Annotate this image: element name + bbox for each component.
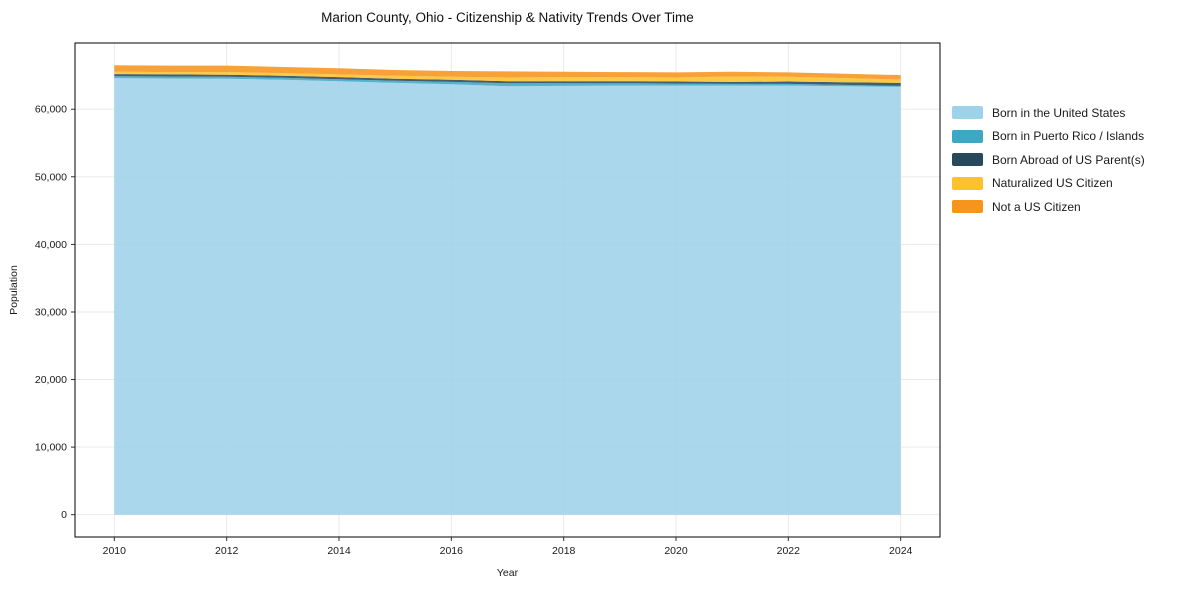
legend-label: Born in Puerto Rico / Islands [992, 129, 1145, 144]
y-tick-label: 20,000 [35, 374, 67, 386]
x-tick-label: 2020 [664, 545, 688, 557]
y-tick-label: 50,000 [35, 171, 67, 183]
area-band-born-in-puerto-rico-islands [114, 76, 901, 87]
area-band-naturalized-us-citizen [114, 71, 901, 83]
plot-border [74, 42, 941, 538]
x-axis-label: Year [497, 567, 519, 579]
x-tick-label: 2022 [777, 545, 801, 557]
legend-swatch-icon [952, 153, 983, 167]
x-tick-label: 2016 [440, 545, 464, 557]
x-tick-label: 2012 [215, 545, 239, 557]
y-tick-label: 10,000 [35, 442, 67, 454]
legend-item-born-in-puerto-rico-islands: Born in Puerto Rico / Islands [952, 125, 1145, 149]
area-band-born-in-the-united-states [114, 78, 901, 515]
x-tick-label: 2024 [889, 545, 913, 557]
legend-label: Naturalized US Citizen [992, 176, 1113, 191]
legend-swatch-icon [952, 176, 983, 190]
legend-label: Born in the United States [992, 105, 1126, 120]
y-tick-label: 60,000 [35, 104, 67, 116]
x-tick-label: 2010 [103, 545, 127, 557]
legend-label: Not a US Citizen [992, 199, 1081, 214]
y-tick-label: 30,000 [35, 307, 67, 319]
legend-swatch-icon [952, 129, 983, 143]
area-band-born-abroad-of-us-parent-s [114, 74, 901, 86]
legend-swatch-icon [952, 106, 983, 120]
y-axis-label: Population [8, 265, 20, 315]
legend-swatch-icon [952, 200, 983, 214]
area-band-not-a-us-citizen [114, 65, 901, 80]
y-tick-label: 40,000 [35, 239, 67, 251]
legend-item-born-in-the-united-states: Born in the United States [952, 101, 1145, 125]
x-tick-label: 2014 [327, 545, 351, 557]
y-tick-label: 0 [61, 509, 67, 521]
legend: Born in the United States Born in Puerto … [952, 101, 1145, 219]
legend-item-not-a-us-citizen: Not a US Citizen [952, 195, 1145, 219]
legend-item-born-abroad-of-us-parent-s: Born Abroad of US Parent(s) [952, 148, 1145, 172]
chart-title: Marion County, Ohio - Citizenship & Nati… [321, 10, 694, 25]
legend-item-naturalized-us-citizen: Naturalized US Citizen [952, 172, 1145, 196]
x-tick-label: 2018 [552, 545, 576, 557]
legend-label: Born Abroad of US Parent(s) [992, 152, 1145, 167]
